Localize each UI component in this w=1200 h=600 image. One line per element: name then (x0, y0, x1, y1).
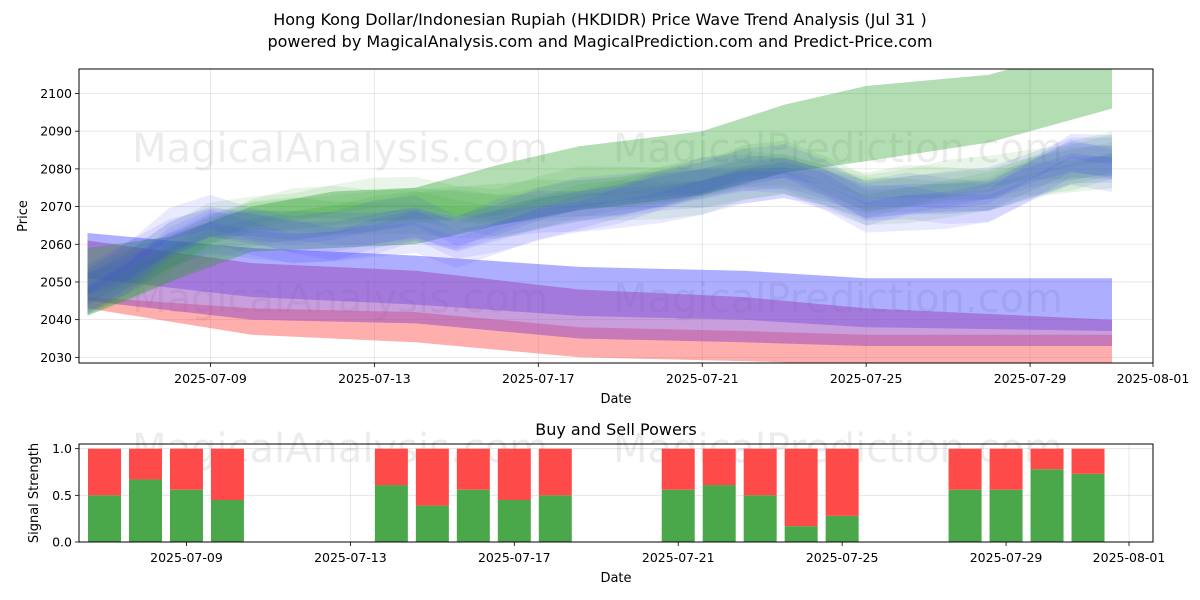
sell-power-bar (497, 448, 531, 500)
signal-marks (88, 448, 1105, 542)
blue-forecast-band (87, 233, 1112, 331)
price-frame (78, 68, 1154, 364)
buy-power-bar (456, 489, 490, 542)
price-x-tick-label: 2025-07-17 (502, 371, 575, 386)
green-wave-ribbon (87, 145, 1112, 312)
buy-power-bar (948, 489, 982, 542)
watermark-analysis-top: MagicalAnalysis.com (132, 126, 548, 172)
price-x-ticks: 2025-07-09 2025-07-13 2025-07-17 2025-07-21… (174, 363, 1189, 386)
price-y-tick-label: 2080 (40, 161, 72, 176)
price-x-tick-label: 2025-07-21 (666, 371, 739, 386)
signal-panel: Buy and Sell Powers MagicalAnalysis.com … (27, 420, 1165, 586)
buy-power-bar (415, 505, 449, 542)
purple-forecast-band (87, 240, 1112, 346)
price-y-tick-label: 2050 (40, 274, 72, 289)
sell-power-bar (415, 448, 449, 506)
sell-power-bar (538, 448, 572, 496)
green-wave-ribbon (87, 152, 1112, 315)
buy-power-bar (825, 515, 859, 542)
price-panel: MagicalAnalysis.com MagicalPrediction.co… (16, 68, 1189, 407)
signal-x-tick-label: 2025-07-21 (642, 550, 715, 565)
blue-wave-ribbon (87, 153, 1112, 315)
green-wave-ribbon (87, 131, 1112, 296)
buy-power-bar (784, 526, 818, 542)
green-trend-band (87, 69, 1112, 316)
signal-x-label: Date (600, 571, 631, 586)
watermark-prediction-top: MagicalPrediction.com (613, 126, 1063, 172)
sell-power-bar (374, 448, 408, 486)
buy-power-bar (128, 479, 162, 542)
green-wave-ribbon (87, 142, 1112, 305)
signal-title: Buy and Sell Powers (535, 420, 697, 439)
sell-power-bar (702, 448, 736, 486)
signal-x-tick-label: 2025-08-01 (1093, 550, 1166, 565)
buy-power-bar (497, 500, 531, 542)
signal-x-ticks: 2025-07-09 2025-07-13 2025-07-17 2025-07-21… (150, 542, 1165, 565)
price-y-tick-label: 2030 (40, 350, 72, 365)
blue-wave-ribbon (87, 139, 1112, 312)
signal-y-tick-label: 1.0 (52, 441, 72, 456)
sell-power-bar (88, 448, 122, 496)
price-x-label: Date (600, 392, 631, 407)
buy-power-bar (989, 489, 1023, 542)
sell-power-bar (1030, 448, 1064, 470)
sell-power-bar (784, 448, 818, 527)
buy-power-bar (88, 495, 122, 542)
buy-power-bar (661, 489, 695, 542)
price-x-tick-label: 2025-07-13 (338, 371, 411, 386)
price-y-tick-label: 2040 (40, 312, 72, 327)
chart-title: Hong Kong Dollar/Indonesian Rupiah (HKDI… (273, 10, 927, 29)
buy-power-bar (1030, 469, 1064, 542)
signal-frame (78, 443, 1154, 543)
price-y-tick-label: 2100 (40, 86, 72, 101)
green-wave-ribbon (87, 154, 1112, 315)
blue-wave-ribbon (87, 142, 1112, 305)
blue-wave-ribbon (87, 133, 1112, 296)
blue-wave-ribbon (87, 156, 1112, 315)
signal-x-tick-label: 2025-07-17 (478, 550, 551, 565)
sell-power-bar (743, 448, 777, 496)
sell-power-bar (989, 448, 1023, 490)
chart-subtitle: powered by MagicalAnalysis.com and Magic… (267, 32, 932, 51)
buy-power-bar (169, 489, 203, 542)
sell-power-bar (169, 448, 203, 490)
buy-power-bar (1071, 473, 1105, 542)
sell-power-bar (948, 448, 982, 490)
sell-power-bar (456, 448, 490, 490)
sell-power-bar (210, 448, 244, 500)
price-x-tick-label: 2025-07-09 (174, 371, 247, 386)
price-x-tick-label: 2025-07-29 (994, 371, 1067, 386)
price-y-tick-label: 2070 (40, 199, 72, 214)
signal-x-tick-label: 2025-07-25 (806, 550, 879, 565)
green-wave-ribbon (87, 134, 1112, 294)
price-y-label: Price (16, 200, 31, 232)
sell-power-bar (128, 448, 162, 480)
price-x-tick-label: 2025-08-01 (1117, 371, 1190, 386)
signal-y-label: Signal Strength (27, 443, 42, 543)
signal-y-ticks: 0.0 0.5 1.0 (52, 441, 79, 550)
signal-x-tick-label: 2025-07-29 (970, 550, 1043, 565)
sell-power-bar (661, 448, 695, 490)
signal-y-tick-label: 0.0 (52, 535, 72, 550)
price-x-tick-label: 2025-07-25 (830, 371, 903, 386)
price-y-tick-label: 2060 (40, 237, 72, 252)
signal-x-tick-label: 2025-07-13 (314, 550, 387, 565)
buy-power-bar (538, 495, 572, 542)
price-y-tick-label: 2090 (40, 124, 72, 139)
buy-power-bar (374, 485, 408, 542)
signal-y-tick-label: 0.5 (52, 488, 72, 503)
price-y-ticks: 2030 2040 2050 2060 2070 2080 2090 2100 (40, 86, 79, 365)
sell-power-bar (825, 448, 859, 516)
signal-x-tick-label: 2025-07-09 (150, 550, 223, 565)
buy-power-bar (210, 500, 244, 542)
price-marks (87, 69, 1112, 363)
buy-power-bar (743, 495, 777, 542)
sell-power-bar (1071, 448, 1105, 474)
buy-power-bar (702, 485, 736, 542)
